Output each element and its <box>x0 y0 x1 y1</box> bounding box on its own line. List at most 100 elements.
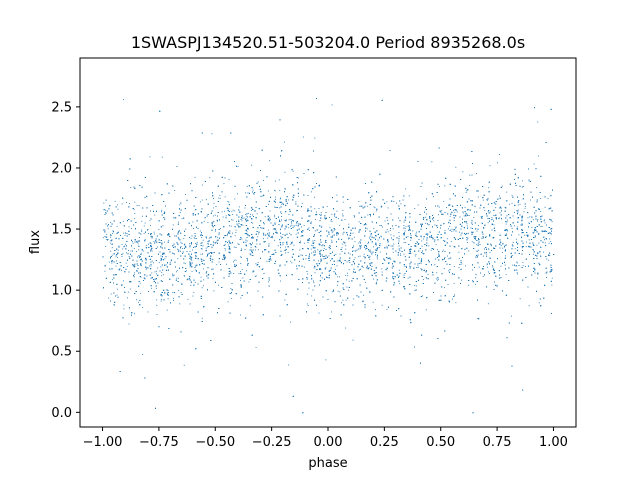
data-point <box>359 241 361 243</box>
data-point <box>171 260 172 262</box>
data-point <box>251 221 252 223</box>
data-point <box>183 238 185 239</box>
data-point <box>270 218 271 220</box>
data-point <box>225 249 226 251</box>
data-point <box>178 277 179 279</box>
data-point <box>105 212 107 213</box>
data-point <box>263 232 265 234</box>
data-point <box>284 171 286 173</box>
data-point <box>275 207 277 208</box>
data-point <box>370 262 372 264</box>
data-point <box>507 230 509 232</box>
data-point <box>448 270 450 272</box>
data-point <box>517 228 519 230</box>
data-point <box>207 246 208 248</box>
data-point <box>331 239 333 241</box>
data-point <box>291 262 293 264</box>
data-point <box>142 307 144 308</box>
data-point <box>331 237 333 238</box>
data-point <box>267 237 269 239</box>
data-point <box>323 248 325 250</box>
data-point <box>370 234 372 236</box>
data-point <box>144 222 146 224</box>
data-point <box>500 234 502 236</box>
data-point <box>517 209 519 211</box>
data-point <box>178 237 180 239</box>
data-point <box>331 231 333 233</box>
data-point <box>206 256 208 257</box>
data-point <box>442 251 444 253</box>
data-point <box>416 241 418 243</box>
data-point <box>142 354 144 355</box>
data-point <box>301 235 303 236</box>
data-point <box>297 177 299 179</box>
data-point <box>149 245 151 247</box>
data-point <box>514 212 515 213</box>
data-point <box>219 194 221 196</box>
data-point <box>195 243 196 244</box>
data-point <box>230 225 232 227</box>
data-point <box>274 214 275 216</box>
data-point <box>377 239 379 241</box>
data-point <box>500 265 502 267</box>
data-point <box>280 247 281 249</box>
data-point <box>318 312 320 314</box>
data-point <box>298 195 299 197</box>
data-point <box>511 194 513 196</box>
data-point <box>506 228 508 230</box>
data-point <box>348 269 350 271</box>
data-point <box>161 275 163 277</box>
data-point <box>232 214 234 215</box>
data-point <box>241 220 243 222</box>
data-point <box>293 197 295 198</box>
data-point <box>390 258 392 260</box>
data-point <box>533 231 535 233</box>
data-point <box>399 283 401 285</box>
data-point <box>405 225 407 227</box>
data-point <box>234 263 235 265</box>
data-point <box>548 242 550 244</box>
data-point <box>392 251 394 253</box>
data-point <box>414 289 416 291</box>
data-point <box>455 227 457 229</box>
data-point <box>366 228 368 230</box>
data-point <box>331 258 333 260</box>
data-point <box>484 209 486 211</box>
data-point <box>381 225 382 227</box>
data-point <box>386 309 388 310</box>
data-point <box>106 233 108 235</box>
data-point <box>295 201 297 203</box>
data-point <box>242 224 244 226</box>
data-point <box>387 219 389 221</box>
data-point <box>403 253 405 255</box>
data-point <box>154 214 156 216</box>
data-point <box>219 228 221 229</box>
data-point <box>252 214 253 216</box>
data-point <box>245 218 247 219</box>
data-point <box>335 253 337 255</box>
data-point <box>157 246 158 248</box>
data-point <box>235 232 237 233</box>
data-point <box>126 252 127 254</box>
data-point <box>368 250 370 252</box>
data-point <box>369 290 371 292</box>
data-point <box>102 237 104 239</box>
data-point <box>130 187 132 188</box>
data-point <box>421 245 423 247</box>
data-point <box>285 252 286 254</box>
data-point <box>199 230 201 232</box>
data-point <box>279 190 281 191</box>
data-point <box>242 277 244 279</box>
data-point <box>117 257 118 258</box>
data-point <box>305 258 307 260</box>
data-point <box>353 236 355 238</box>
data-point <box>134 212 136 214</box>
data-point <box>303 225 305 226</box>
data-point <box>486 256 488 257</box>
data-point <box>415 235 416 236</box>
data-point <box>155 273 157 275</box>
data-point <box>177 233 179 235</box>
data-point <box>161 272 163 274</box>
data-point <box>250 249 252 251</box>
data-point <box>183 364 185 366</box>
